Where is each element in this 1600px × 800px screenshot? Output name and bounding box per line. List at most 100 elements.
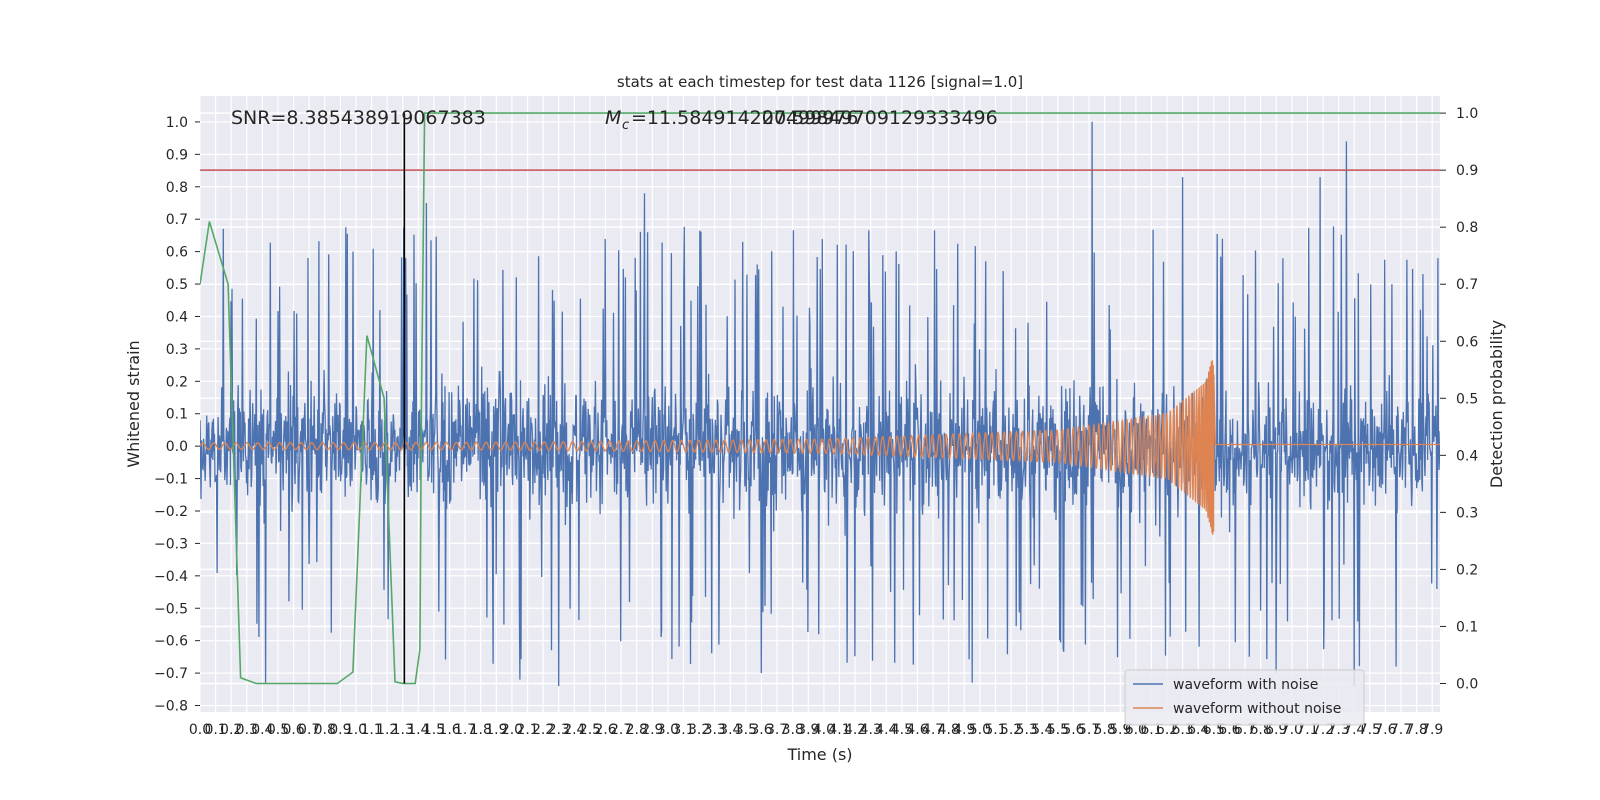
x-tick-label: 0.0 — [189, 722, 211, 738]
y2-tick-label: 1.0 — [1456, 106, 1478, 122]
x-tick-labels: 0.00.10.20.30.40.50.60.70.80.91.01.11.21… — [189, 722, 1443, 738]
x-tick-label: 5.0 — [969, 722, 991, 738]
x-tick-label: 7.4 — [1343, 722, 1365, 738]
x-tick-label: 4.5 — [891, 722, 913, 738]
x-tick-label: 5.3 — [1016, 722, 1038, 738]
x-tick-label: 7.0 — [1281, 722, 1303, 738]
y-tick-label: 0.0 — [166, 439, 188, 455]
y-tick-label: 0.8 — [166, 180, 188, 196]
y-tick-label: −0.7 — [154, 666, 188, 682]
y-tick-label: −0.5 — [154, 601, 188, 617]
x-tick-label: 3.0 — [657, 722, 679, 738]
y-tick-label: −0.2 — [154, 504, 188, 520]
x-tick-label: 7.8 — [1405, 722, 1427, 738]
overlap-annotation: 20.59849709129333496 — [762, 107, 998, 129]
x-tick-label: 7.5 — [1359, 722, 1381, 738]
x-tick-label: 0.9 — [329, 722, 351, 738]
y-tick-label: 0.2 — [166, 374, 188, 390]
x-tick-label: 2.0 — [501, 722, 523, 738]
x-tick-label: 5.2 — [1000, 722, 1022, 738]
x-tick-label: 7.2 — [1312, 722, 1334, 738]
x-tick-label: 2.3 — [548, 722, 570, 738]
x-tick-label: 4.3 — [860, 722, 882, 738]
x-tick-label: 6.7 — [1234, 722, 1256, 738]
x-tick-label: 1.4 — [407, 722, 429, 738]
y-tick-label: 0.3 — [166, 342, 188, 358]
y-tick-label: 0.1 — [166, 407, 188, 423]
y-tick-label: 0.4 — [166, 309, 188, 325]
x-tick-label: 3.8 — [782, 722, 804, 738]
chart-title: stats at each timestep for test data 112… — [617, 73, 1023, 91]
y2-tick-label: 0.5 — [1456, 391, 1478, 407]
x-tick-label: 3.6 — [750, 722, 772, 738]
x-tick-label: 3.9 — [797, 722, 819, 738]
y2-axis-label: Detection probability — [1487, 320, 1506, 488]
y2-tick-label: 0.4 — [1456, 448, 1478, 464]
legend-box — [1124, 669, 1365, 726]
x-tick-label: 6.4 — [1187, 722, 1209, 738]
y-tick-label: 1.0 — [166, 115, 188, 131]
y2-tick-label: 0.7 — [1456, 277, 1478, 293]
y-tick-label: 0.7 — [166, 212, 188, 228]
x-tick-label: 0.3 — [236, 722, 258, 738]
snr-annotation: SNR=8.385438919067383 — [231, 107, 486, 129]
y2-tick-label: 0.3 — [1456, 505, 1478, 521]
y2-tick-label: 0.8 — [1456, 220, 1478, 236]
x-tick-label: 0.1 — [204, 722, 226, 738]
x-tick-label: 3.7 — [766, 722, 788, 738]
x-tick-label: 1.8 — [470, 722, 492, 738]
x-tick-label: 1.5 — [423, 722, 445, 738]
x-tick-label: 4.6 — [906, 722, 928, 738]
y2-tick-label: 0.9 — [1456, 163, 1478, 179]
y-tick-label: −0.4 — [154, 569, 188, 585]
x-tick-label: 6.6 — [1218, 722, 1240, 738]
mc-annotation-symbol: M — [605, 107, 621, 129]
x-tick-label: 5.4 — [1031, 722, 1053, 738]
x-tick-label: 1.9 — [485, 722, 507, 738]
x-tick-label: 5.7 — [1078, 722, 1100, 738]
y-tick-label: −0.1 — [154, 472, 188, 488]
x-tick-label: 5.1 — [984, 722, 1006, 738]
x-tick-label: 5.5 — [1047, 722, 1069, 738]
x-tick-label: 7.1 — [1296, 722, 1318, 738]
x-tick-label: 6.1 — [1140, 722, 1162, 738]
legend: waveform with noise waveform without noi… — [1124, 669, 1365, 726]
legend-label-noise: waveform with noise — [1173, 677, 1318, 693]
y-tick-label: −0.3 — [154, 536, 188, 552]
x-tick-label: 2.7 — [610, 722, 632, 738]
x-tick-label: 4.9 — [953, 722, 975, 738]
x-tick-label: 3.3 — [704, 722, 726, 738]
x-tick-label: 7.6 — [1374, 722, 1396, 738]
series-line-detection-probability — [200, 112, 1440, 685]
x-tick-label: 1.2 — [376, 722, 398, 738]
x-tick-label: 5.6 — [1062, 722, 1084, 738]
x-tick-label: 2.6 — [594, 722, 616, 738]
x-tick-label: 1.7 — [454, 722, 476, 738]
x-tick-label: 3.5 — [735, 722, 757, 738]
y2-tick-label: 0.1 — [1456, 619, 1478, 635]
x-tick-label: 3.2 — [688, 722, 710, 738]
mc-annotation-value: =11.584914207499976 — [631, 107, 858, 129]
x-tick-label: 0.8 — [314, 722, 336, 738]
y2-tick-labels: 0.0 0.1 0.2 0.3 0.4 0.5 0.6 0.7 0.8 0.9 1.0 — [1440, 106, 1478, 692]
x-tick-label: 6.9 — [1265, 722, 1287, 738]
x-tick-label: 1.3 — [392, 722, 414, 738]
y2-tick-label: 0.6 — [1456, 334, 1478, 350]
x-tick-label: 0.6 — [282, 722, 304, 738]
x-tick-label: 3.4 — [719, 722, 741, 738]
y-axis-label: Whitened strain — [124, 340, 143, 467]
x-tick-label: 7.3 — [1327, 722, 1349, 738]
x-tick-label: 2.8 — [626, 722, 648, 738]
x-tick-label: 1.1 — [360, 722, 382, 738]
y-tick-labels: −0.8 −0.7 −0.6 −0.5 −0.4 −0.3 −0.2 −0.1 0.0 0.1 0.… — [154, 115, 200, 715]
x-tick-label: 0.2 — [220, 722, 242, 738]
x-tick-label: 5.8 — [1094, 722, 1116, 738]
legend-label-clean: waveform without noise — [1173, 701, 1341, 717]
x-tick-label: 2.9 — [641, 722, 663, 738]
x-tick-label: 4.7 — [922, 722, 944, 738]
series-line-waveform-without-noise — [200, 360, 1440, 535]
x-tick-label: 6.8 — [1249, 722, 1271, 738]
x-tick-label: 4.2 — [844, 722, 866, 738]
x-tick-label: 5.9 — [1109, 722, 1131, 738]
